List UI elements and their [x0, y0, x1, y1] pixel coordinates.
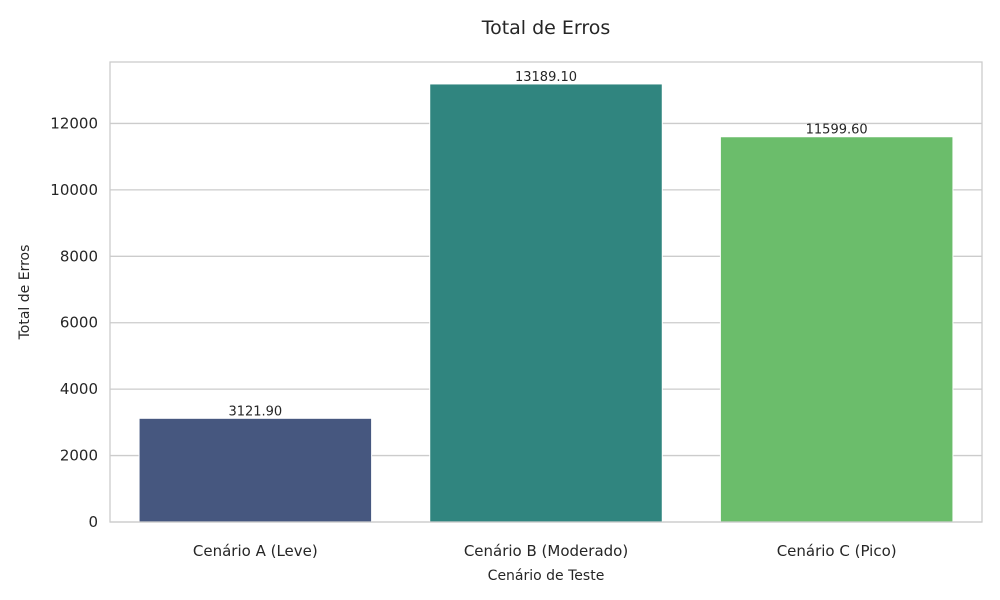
plot-frame	[109, 61, 983, 523]
x-tick-label: Cenário C (Pico)	[777, 542, 897, 560]
y-tick-label: 6000	[60, 314, 98, 332]
bar-value-label: 3121.90	[228, 404, 282, 419]
y-tick-label: 12000	[50, 114, 98, 132]
y-tick-label: 4000	[60, 380, 98, 398]
bar-value-label: 13189.10	[515, 70, 577, 85]
bar-value-labels: 3121.90 13189.10 11599.60	[228, 70, 867, 419]
bar	[719, 136, 954, 523]
y-tick-label: 8000	[60, 247, 98, 265]
bar	[138, 417, 373, 523]
bar-value-label: 11599.60	[806, 123, 868, 138]
x-axis-label: Cenário de Teste	[488, 568, 605, 584]
y-tick-label: 10000	[50, 181, 98, 199]
y-tick-label: 2000	[60, 447, 98, 465]
y-tick-labels: 0 2000 4000 6000 8000 10000 12000	[50, 114, 98, 531]
y-axis-label: Total de Erros	[17, 245, 33, 341]
x-tick-label: Cenário B (Moderado)	[464, 542, 628, 560]
x-tick-label: Cenário A (Leve)	[193, 542, 318, 560]
x-tick-labels: Cenário A (Leve) Cenário B (Moderado) Cená…	[193, 542, 897, 560]
chart-title: Total de Erros	[481, 17, 611, 39]
y-tick-label: 0	[88, 513, 98, 531]
bar	[429, 83, 663, 523]
